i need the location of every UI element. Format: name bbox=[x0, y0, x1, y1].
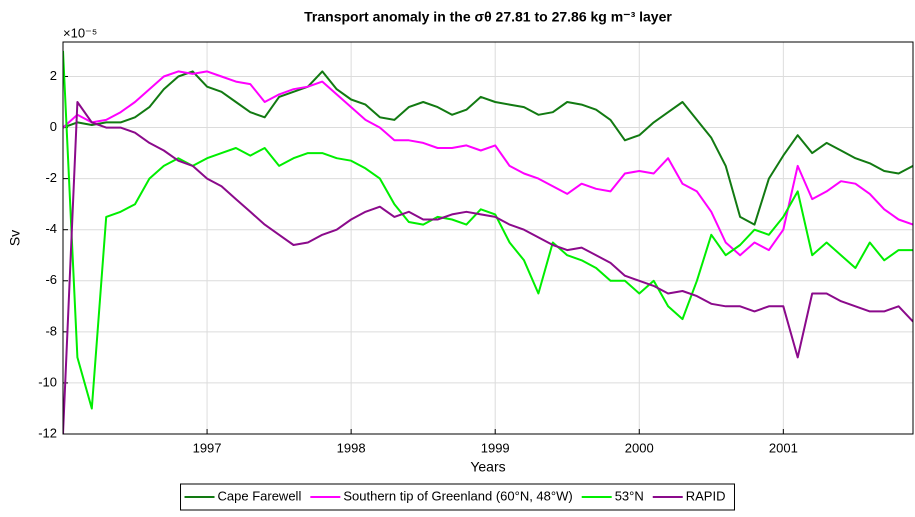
legend-label: Southern tip of Greenland (60°N, 48°W) bbox=[343, 488, 572, 503]
y-tick-label: -6 bbox=[45, 272, 57, 287]
series-line bbox=[63, 101, 913, 434]
y-multiplier: ×10⁻⁵ bbox=[63, 25, 97, 40]
series-line bbox=[63, 70, 913, 226]
y-tick-label: -12 bbox=[38, 425, 57, 440]
legend: Cape Farewell Southern tip of Greenland (… bbox=[180, 483, 735, 511]
legend-label: 53°N bbox=[615, 488, 644, 503]
x-tick-label: 1998 bbox=[337, 440, 366, 455]
series-line bbox=[63, 50, 913, 410]
plot-frame bbox=[62, 41, 914, 435]
x-tick-label: 1997 bbox=[193, 440, 222, 455]
x-tick-label: 2000 bbox=[625, 440, 654, 455]
legend-label: Cape Farewell bbox=[218, 488, 302, 503]
legend-box bbox=[180, 483, 735, 511]
x-tick-label: 1999 bbox=[481, 440, 510, 455]
y-tick-label: -2 bbox=[45, 170, 57, 185]
y-tick-label: -10 bbox=[38, 374, 57, 389]
y-tick-label: -8 bbox=[45, 323, 57, 338]
legend-label: RAPID bbox=[686, 488, 726, 503]
y-tick-label: 0 bbox=[50, 119, 57, 134]
y-tick-label: 2 bbox=[50, 68, 57, 83]
series-line bbox=[63, 70, 913, 257]
x-axis-label: Years bbox=[470, 459, 505, 475]
chart-title: Transport anomaly in the σθ 27.81 to 27.… bbox=[304, 9, 672, 25]
y-tick-label: -4 bbox=[45, 221, 57, 236]
x-tick-label: 2001 bbox=[769, 440, 798, 455]
plot-lines bbox=[63, 50, 913, 434]
y-axis-label: Sv bbox=[7, 230, 23, 246]
